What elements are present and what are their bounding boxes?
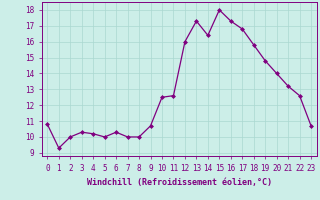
X-axis label: Windchill (Refroidissement éolien,°C): Windchill (Refroidissement éolien,°C) [87,178,272,187]
